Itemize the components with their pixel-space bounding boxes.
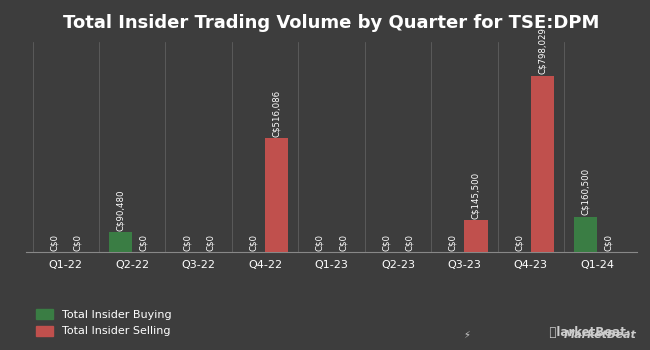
Text: MarketBeat: MarketBeat [564,329,637,340]
Text: ⍿larketBeat·: ⍿larketBeat· [547,327,630,340]
Text: C$0: C$0 [382,234,391,251]
Text: C$0: C$0 [604,234,613,251]
Title: Total Insider Trading Volume by Quarter for TSE:DPM: Total Insider Trading Volume by Quarter … [63,14,600,32]
Bar [265,138,289,252]
Text: C$0: C$0 [448,234,457,251]
Text: ⚡: ⚡ [462,329,471,340]
Text: C$0: C$0 [339,234,348,251]
Text: C$0: C$0 [315,234,324,251]
Text: C$0: C$0 [183,234,192,251]
Text: C$0: C$0 [50,234,58,251]
Bar [109,232,132,252]
Text: C$0: C$0 [515,234,524,251]
Text: C$0: C$0 [405,234,414,251]
Text: C$160,500: C$160,500 [581,168,590,215]
Text: C$0: C$0 [139,234,148,251]
Text: C$145,500: C$145,500 [471,172,480,219]
Text: C$0: C$0 [249,234,258,251]
Bar [574,217,597,252]
Text: C$90,480: C$90,480 [116,189,125,231]
Bar [531,76,554,252]
Text: C$0: C$0 [206,234,215,251]
Text: C$516,086: C$516,086 [272,90,281,137]
Text: C$0: C$0 [73,234,82,251]
Text: C$798,029: C$798,029 [538,28,547,75]
Bar [464,220,488,252]
Legend: Total Insider Buying, Total Insider Selling: Total Insider Buying, Total Insider Sell… [32,305,176,341]
